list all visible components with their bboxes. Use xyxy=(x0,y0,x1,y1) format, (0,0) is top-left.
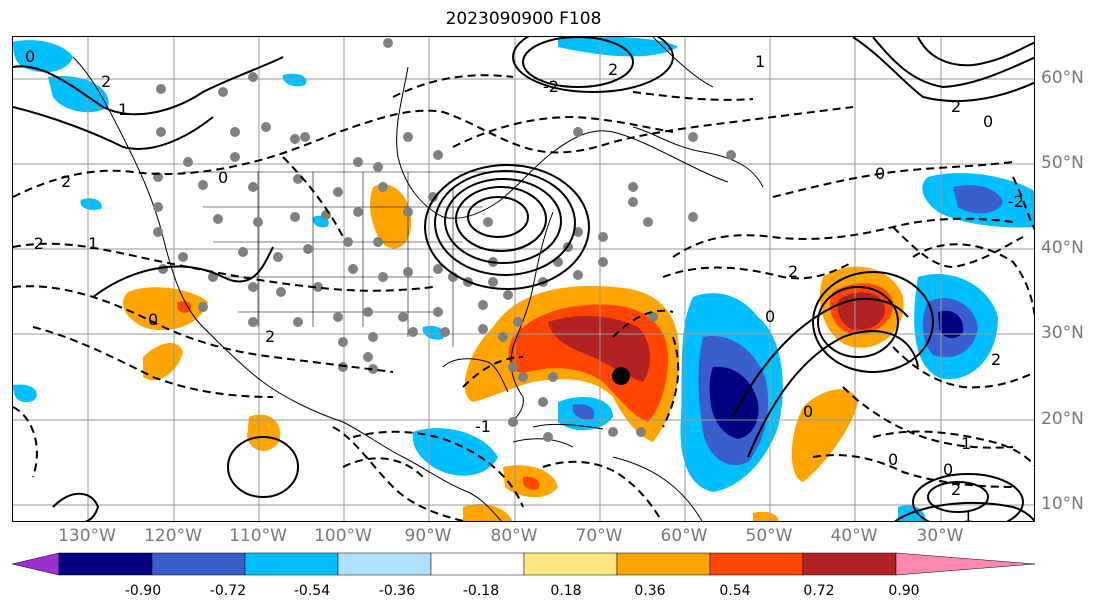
contour-label: 1 xyxy=(118,100,128,119)
contour-label: -2 xyxy=(543,77,559,96)
dashed-contours xyxy=(13,74,1034,521)
colorbar xyxy=(11,552,1036,576)
contour-label: 2 xyxy=(101,72,111,91)
lon-label: 90°W xyxy=(404,526,452,546)
lon-label: 60°W xyxy=(660,526,708,546)
map-canvas: 0 2 1 0 2 1 0 2 -2 2 -2 1 0 2 0 -1 -2 0 … xyxy=(13,37,1034,522)
map-title: 2023090900 F108 xyxy=(445,9,602,29)
lat-label: 60°N xyxy=(1041,68,1084,88)
contour-label: 2 xyxy=(608,60,618,79)
lon-label: 80°W xyxy=(490,526,538,546)
contour-label: -2 xyxy=(1008,192,1024,211)
lat-label: 30°N xyxy=(1041,323,1084,343)
colorbar-segment xyxy=(523,552,618,576)
colorbar-segment xyxy=(430,552,525,576)
contour-label: 2 xyxy=(951,97,961,116)
contour-labels: 0 2 1 0 2 1 0 2 -2 2 -2 1 0 2 0 -1 -2 0 … xyxy=(25,47,1024,522)
colorbar-tick-label: -0.72 xyxy=(209,583,247,599)
colorbar-segment xyxy=(58,552,153,576)
contour-label: 0 xyxy=(148,310,158,329)
contour-label: 1 xyxy=(755,52,765,71)
lon-label: 50°W xyxy=(745,526,793,546)
colorbar-segment xyxy=(337,552,432,576)
contour-label: 0 xyxy=(25,47,35,66)
lon-label: 30°W xyxy=(916,526,964,546)
colorbar-tick-label: 0.72 xyxy=(803,583,835,599)
colorbar-extend-high xyxy=(895,552,1036,576)
colorbar-segment xyxy=(244,552,339,576)
lon-label: 120°W xyxy=(144,526,202,546)
colorbar-tick-label: -0.90 xyxy=(124,583,162,599)
colorbar-segment xyxy=(802,552,897,576)
colorbar-segment xyxy=(616,552,711,576)
contour-label: 0 xyxy=(803,402,813,421)
contour-label: -2 xyxy=(28,234,44,253)
colorbar-extend-low xyxy=(11,552,60,576)
solid-contours xyxy=(13,37,1034,521)
lon-label: 130°W xyxy=(58,526,116,546)
lat-label: 40°N xyxy=(1041,238,1084,258)
state-borders xyxy=(183,171,513,347)
lat-label: 10°N xyxy=(1041,494,1084,514)
contour-label: 2 xyxy=(265,327,275,346)
contour-label: 2 xyxy=(991,350,1001,369)
colorbar-segment xyxy=(709,552,804,576)
colorbar-tick-label: 0.36 xyxy=(634,583,666,599)
contour-label: 0 xyxy=(218,168,228,187)
colorbar-segment xyxy=(151,552,246,576)
contour-label: 0 xyxy=(983,112,993,131)
storm-center-marker xyxy=(612,367,630,385)
lon-label: 70°W xyxy=(575,526,623,546)
lon-label: 110°W xyxy=(229,526,287,546)
lat-label: 50°N xyxy=(1041,153,1084,173)
coastlines xyxy=(72,37,764,521)
weather-map: 0 2 1 0 2 1 0 2 -2 2 -2 1 0 2 0 -1 -2 0 … xyxy=(12,36,1035,522)
lat-label: 20°N xyxy=(1041,409,1084,429)
contour-label: 2 xyxy=(61,172,71,191)
lon-label: 100°W xyxy=(314,526,372,546)
contour-label: 0 xyxy=(875,164,885,183)
contour-label: 0 xyxy=(888,450,898,469)
contour-label: 2 xyxy=(788,262,798,281)
contour-label: 1 xyxy=(963,507,973,522)
colorbar-tick-label: -0.18 xyxy=(462,583,500,599)
contour-label: 2 xyxy=(951,480,961,499)
contour-label: 0 xyxy=(943,460,953,479)
contour-label: 0 xyxy=(765,307,775,326)
contour-label: 1 xyxy=(961,434,971,453)
colorbar-tick-label: 0.54 xyxy=(719,583,751,599)
colorbar-tick-label: -0.36 xyxy=(378,583,416,599)
colorbar-tick-label: 0.90 xyxy=(888,583,920,599)
lon-label: 40°W xyxy=(830,526,878,546)
colorbar-tick-label: 0.18 xyxy=(550,583,582,599)
contour-label: 1 xyxy=(88,234,98,253)
colorbar-tick-label: -0.54 xyxy=(293,583,331,599)
contour-label: -1 xyxy=(475,417,491,436)
station-markers xyxy=(153,38,736,442)
